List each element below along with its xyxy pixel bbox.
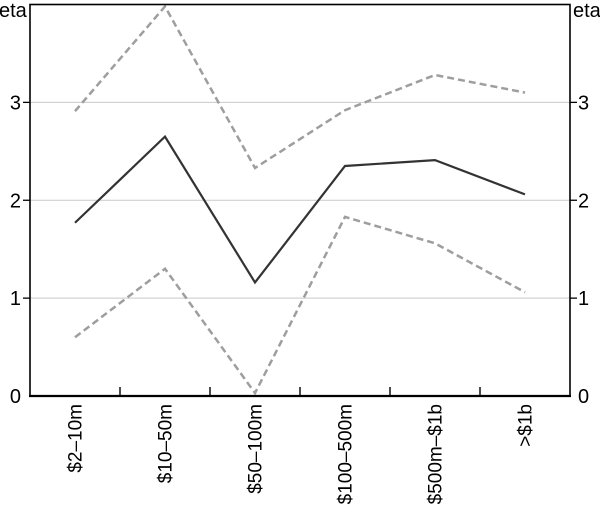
y-tick-labels-left: 0 1 2 3	[10, 92, 21, 408]
y-tick-label-right: 0	[578, 386, 589, 408]
x-tick-label: $500m–$1b	[426, 404, 447, 504]
y-tick-label-left: 0	[10, 386, 21, 408]
x-tick-label: $2–10m	[66, 404, 87, 473]
x-tick-label: $50–100m	[246, 404, 267, 494]
y-tick-label-left: 3	[10, 92, 21, 114]
y-tick-label-right: 3	[578, 92, 589, 114]
y-tick-label-left: 1	[10, 288, 21, 310]
y-axis-title-right: eta	[573, 0, 600, 22]
series-line-upper-confidence-band	[74, 4, 526, 170]
x-tick-label: $100–500m	[336, 404, 357, 504]
gridlines	[30, 101, 570, 299]
y-tick-label-left: 2	[10, 190, 21, 212]
y-tick-label-right: 1	[578, 288, 589, 310]
series-lines	[74, 4, 526, 396]
y-tick-labels-right: 0 1 2 3	[578, 92, 589, 408]
series-line-lower-confidence-band	[74, 215, 526, 396]
x-tick-label: >$1b	[516, 404, 537, 447]
series-line-point-estimate	[74, 134, 526, 285]
x-tick-label: $10–50m	[156, 404, 177, 483]
axis-frame	[23, 3, 577, 398]
y-axis-title-left: eta	[0, 0, 28, 22]
x-tick-labels: $2–10m $10–50m $50–100m $100–500m $500m–$1b >…	[66, 404, 537, 504]
y-tick-label-right: 2	[578, 190, 589, 212]
